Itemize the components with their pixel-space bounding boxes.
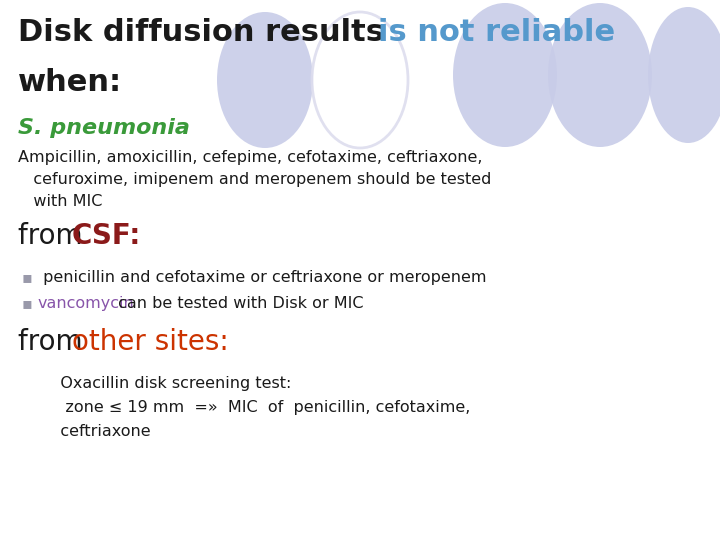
Text: cefuroxime, imipenem and meropenem should be tested: cefuroxime, imipenem and meropenem shoul… — [18, 172, 491, 187]
Text: is not reliable: is not reliable — [378, 18, 615, 47]
Ellipse shape — [453, 3, 557, 147]
Ellipse shape — [548, 3, 652, 147]
Text: Disk diffusion results: Disk diffusion results — [18, 18, 395, 47]
Text: ▪: ▪ — [22, 296, 33, 311]
Text: from: from — [18, 328, 91, 356]
Text: with MIC: with MIC — [18, 194, 102, 209]
Text: other sites:: other sites: — [72, 328, 229, 356]
Ellipse shape — [648, 7, 720, 143]
Text: Ampicillin, amoxicillin, cefepime, cefotaxime, ceftriaxone,: Ampicillin, amoxicillin, cefepime, cefot… — [18, 150, 482, 165]
Text: Oxacillin disk screening test:: Oxacillin disk screening test: — [45, 376, 292, 391]
Text: ceftriaxone: ceftriaxone — [45, 424, 150, 439]
Text: from: from — [18, 222, 91, 250]
Text: can be tested with Disk or MIC: can be tested with Disk or MIC — [113, 296, 364, 311]
Text: when:: when: — [18, 68, 122, 97]
Text: CSF:: CSF: — [72, 222, 141, 250]
Text: zone ≤ 19 mm  =»  MIC  of  penicillin, cefotaxime,: zone ≤ 19 mm =» MIC of penicillin, cefot… — [45, 400, 470, 415]
Ellipse shape — [217, 12, 313, 148]
Text: S. pneumonia: S. pneumonia — [18, 118, 190, 138]
Text: penicillin and cefotaxime or ceftriaxone or meropenem: penicillin and cefotaxime or ceftriaxone… — [38, 270, 487, 285]
Text: ▪: ▪ — [22, 270, 33, 285]
Text: vancomycin: vancomycin — [38, 296, 135, 311]
